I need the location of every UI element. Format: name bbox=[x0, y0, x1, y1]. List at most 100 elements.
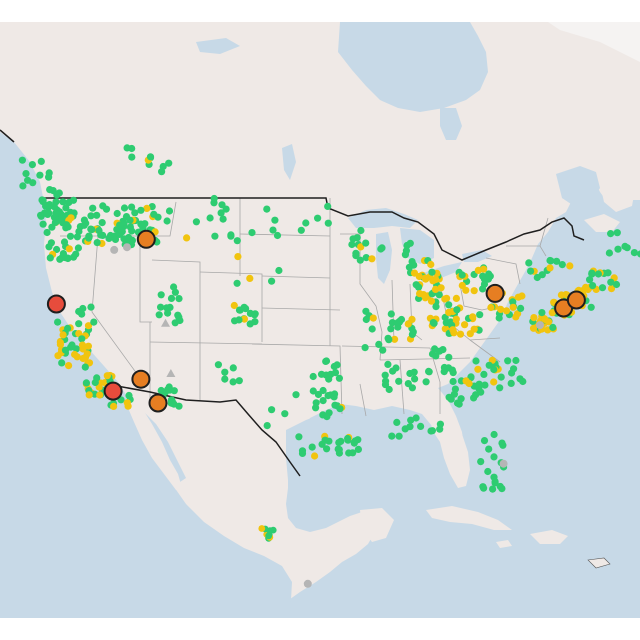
station-marker-good[interactable] bbox=[509, 298, 517, 306]
station-marker-moderate[interactable] bbox=[514, 293, 523, 301]
station-marker-good[interactable] bbox=[607, 278, 615, 286]
station-marker-good[interactable] bbox=[128, 227, 136, 235]
station-markers[interactable] bbox=[18, 144, 640, 542]
station-marker-good[interactable] bbox=[157, 303, 165, 311]
station-marker-good[interactable] bbox=[78, 310, 86, 318]
station-marker-good[interactable] bbox=[175, 313, 183, 321]
station-marker-good[interactable] bbox=[485, 361, 493, 369]
station-marker-good[interactable] bbox=[248, 229, 256, 237]
station-marker-good[interactable] bbox=[472, 357, 480, 365]
station-marker-good[interactable] bbox=[233, 237, 241, 245]
station-marker-good[interactable] bbox=[164, 309, 172, 317]
station-marker-good[interactable] bbox=[322, 357, 330, 365]
station-marker-good[interactable] bbox=[445, 353, 453, 361]
station-marker-moderate[interactable] bbox=[230, 301, 238, 310]
station-marker-good[interactable] bbox=[321, 436, 329, 444]
station-marker-good[interactable] bbox=[350, 439, 358, 447]
station-marker-good[interactable] bbox=[263, 205, 271, 213]
station-marker-good[interactable] bbox=[37, 211, 45, 219]
station-marker-good[interactable] bbox=[52, 198, 60, 206]
station-marker-good[interactable] bbox=[324, 202, 332, 210]
station-marker-good[interactable] bbox=[78, 335, 86, 343]
station-marker-good[interactable] bbox=[472, 391, 480, 399]
station-marker-good[interactable] bbox=[508, 369, 516, 377]
station-marker-good[interactable] bbox=[128, 203, 136, 211]
station-marker-good[interactable] bbox=[621, 242, 629, 250]
station-marker-good[interactable] bbox=[81, 363, 89, 371]
station-marker-moderate[interactable] bbox=[110, 402, 118, 410]
station-marker-moderate[interactable] bbox=[512, 313, 520, 321]
station-marker-good[interactable] bbox=[275, 266, 283, 275]
station-marker-good[interactable] bbox=[166, 303, 174, 311]
station-marker-good[interactable] bbox=[480, 437, 489, 445]
station-marker-good[interactable] bbox=[491, 477, 499, 486]
high-aqi-marker-unhealthy[interactable] bbox=[103, 381, 123, 401]
station-marker-good[interactable] bbox=[80, 221, 88, 229]
station-marker-good[interactable] bbox=[393, 418, 401, 426]
station-marker-good[interactable] bbox=[68, 341, 76, 349]
station-marker-good[interactable] bbox=[431, 345, 439, 353]
station-marker-good[interactable] bbox=[53, 245, 61, 254]
station-marker-good[interactable] bbox=[395, 432, 403, 440]
station-marker-good[interactable] bbox=[87, 212, 95, 220]
station-marker-good[interactable] bbox=[37, 157, 45, 165]
station-marker-good[interactable] bbox=[495, 314, 503, 322]
station-marker-good[interactable] bbox=[62, 204, 70, 212]
station-marker-moderate[interactable] bbox=[416, 290, 424, 298]
station-marker-good[interactable] bbox=[65, 198, 73, 207]
station-marker-moderate[interactable] bbox=[470, 325, 478, 333]
station-marker-good[interactable] bbox=[382, 377, 390, 385]
station-marker-good[interactable] bbox=[408, 330, 416, 338]
station-marker-good[interactable] bbox=[445, 393, 453, 401]
station-marker-good[interactable] bbox=[75, 320, 83, 328]
station-marker-good[interactable] bbox=[158, 168, 166, 176]
station-marker-good[interactable] bbox=[120, 235, 128, 243]
station-marker-good[interactable] bbox=[481, 381, 489, 389]
station-marker-good[interactable] bbox=[61, 346, 70, 354]
station-marker-good[interactable] bbox=[74, 244, 82, 252]
station-marker-good[interactable] bbox=[401, 251, 409, 259]
station-marker-good[interactable] bbox=[384, 334, 392, 342]
station-marker-good[interactable] bbox=[18, 156, 26, 164]
station-marker-good[interactable] bbox=[235, 377, 243, 385]
station-marker-good[interactable] bbox=[430, 319, 438, 327]
station-marker-moderate[interactable] bbox=[437, 284, 445, 292]
station-marker-good[interactable] bbox=[330, 362, 338, 371]
station-marker-moderate[interactable] bbox=[566, 262, 574, 270]
station-marker-moderate[interactable] bbox=[421, 274, 429, 282]
station-marker-good[interactable] bbox=[605, 249, 614, 257]
station-marker-moderate[interactable] bbox=[456, 330, 465, 338]
station-marker-good[interactable] bbox=[630, 249, 639, 257]
station-marker-good[interactable] bbox=[126, 216, 134, 224]
station-marker-moderate[interactable] bbox=[441, 295, 449, 303]
station-marker-good[interactable] bbox=[281, 410, 289, 418]
station-marker-good[interactable] bbox=[48, 223, 56, 231]
no-data-marker[interactable] bbox=[499, 459, 508, 468]
high-aqi-marker-unhealthy_sensitive[interactable] bbox=[485, 283, 505, 303]
station-marker-good[interactable] bbox=[335, 374, 343, 382]
station-marker-good[interactable] bbox=[39, 220, 47, 228]
station-marker-good[interactable] bbox=[62, 224, 70, 232]
station-marker-moderate[interactable] bbox=[65, 362, 73, 370]
station-marker-good[interactable] bbox=[457, 395, 465, 403]
station-marker-good[interactable] bbox=[441, 313, 449, 321]
station-marker-good[interactable] bbox=[66, 232, 75, 240]
station-marker-good[interactable] bbox=[219, 215, 227, 223]
station-marker-good[interactable] bbox=[607, 230, 615, 238]
station-marker-good[interactable] bbox=[330, 393, 338, 401]
station-marker-good[interactable] bbox=[377, 245, 385, 253]
station-marker-good[interactable] bbox=[150, 210, 158, 218]
station-marker-good[interactable] bbox=[90, 318, 98, 326]
station-marker[interactable] bbox=[258, 525, 266, 532]
station-marker-good[interactable] bbox=[167, 294, 176, 302]
station-marker-moderate[interactable] bbox=[85, 391, 93, 399]
station-marker-moderate[interactable] bbox=[502, 307, 511, 315]
station-marker-moderate[interactable] bbox=[465, 379, 473, 388]
station-marker-moderate[interactable] bbox=[432, 275, 440, 284]
station-marker-good[interactable] bbox=[428, 268, 436, 276]
station-marker-good[interactable] bbox=[489, 485, 497, 493]
station-marker-good[interactable] bbox=[128, 144, 136, 153]
station-marker-good[interactable] bbox=[323, 445, 331, 453]
station-marker-good[interactable] bbox=[425, 368, 433, 376]
station-marker-good[interactable] bbox=[451, 385, 459, 393]
